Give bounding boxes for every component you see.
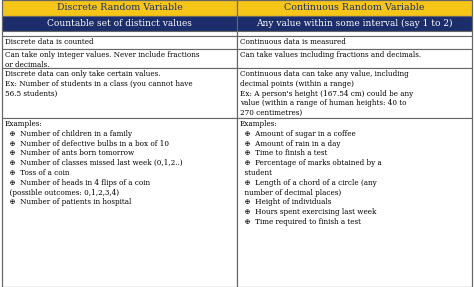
Text: Continuous data is measured: Continuous data is measured — [240, 38, 346, 46]
Text: Any value within some interval (say 1 to 2): Any value within some interval (say 1 to… — [256, 19, 453, 28]
Bar — [237, 68, 472, 118]
Bar — [237, 31, 472, 36]
Bar — [2, 49, 237, 68]
Text: Examples:
  ⊕  Amount of sugar in a coffee
  ⊕  Amount of rain in a day
  ⊕  Tim: Examples: ⊕ Amount of sugar in a coffee … — [240, 120, 382, 226]
Bar — [237, 36, 472, 49]
Bar — [2, 31, 237, 36]
Text: Discrete data can only take certain values.
Ex: Number of students in a class (y: Discrete data can only take certain valu… — [5, 70, 192, 98]
Bar — [2, 36, 237, 49]
Text: Continuous data can take any value, including
decimal points (within a range)
Ex: Continuous data can take any value, incl… — [240, 70, 413, 117]
Text: Can take only integer values. Never include fractions
or decimals.: Can take only integer values. Never incl… — [5, 51, 200, 69]
Bar — [2, 68, 237, 118]
Bar — [237, 16, 472, 31]
Bar — [237, 0, 472, 16]
Bar — [2, 16, 237, 31]
Text: Continuous Random Variable: Continuous Random Variable — [284, 3, 425, 13]
Text: Can take values including fractions and decimals.: Can take values including fractions and … — [240, 51, 421, 59]
Text: Countable set of distinct values: Countable set of distinct values — [47, 19, 192, 28]
Bar — [2, 118, 237, 287]
Text: Discrete data is counted: Discrete data is counted — [5, 38, 94, 46]
Text: Discrete Random Variable: Discrete Random Variable — [56, 3, 182, 13]
Bar — [2, 0, 237, 16]
Bar — [237, 118, 472, 287]
Bar — [237, 49, 472, 68]
Text: Examples:
  ⊕  Number of children in a family
  ⊕  Number of defective bulbs in : Examples: ⊕ Number of children in a fami… — [5, 120, 182, 206]
